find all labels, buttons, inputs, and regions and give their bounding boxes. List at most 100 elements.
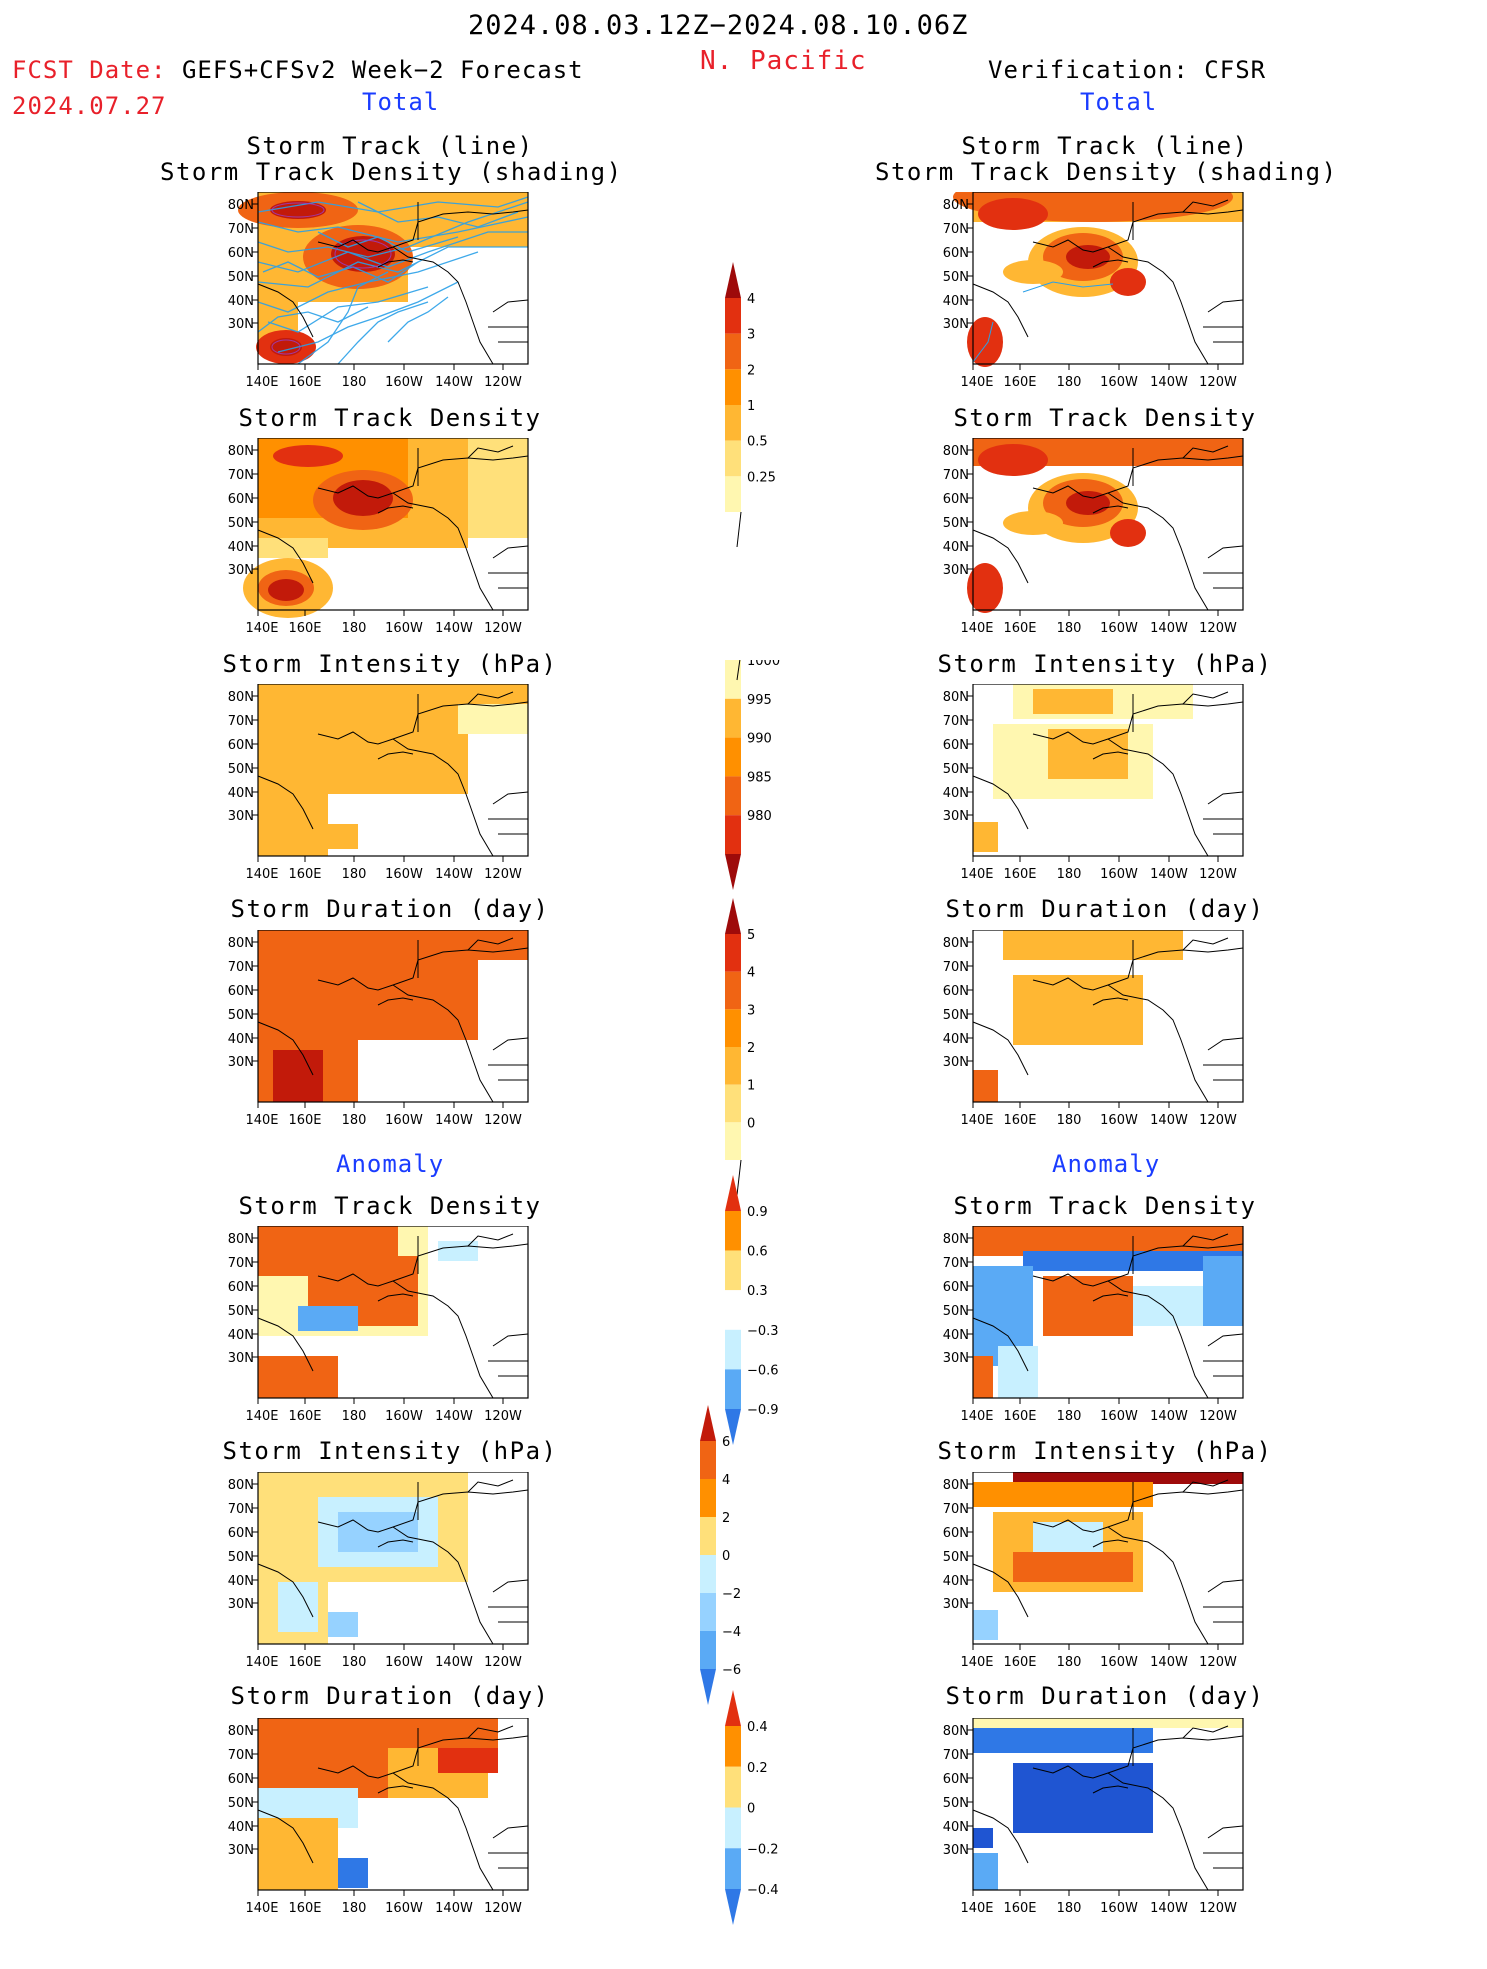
colorbar-label: 0: [747, 1802, 755, 1817]
lon-tick-label: 140E: [960, 1113, 993, 1128]
lon-tick-label: 160W: [1100, 1409, 1138, 1424]
lat-tick-label: 80N: [228, 690, 254, 705]
colorbar-label: −4: [722, 1625, 741, 1640]
colorbar-label: −0.3: [747, 1324, 779, 1339]
lat-tick-label: 50N: [228, 1304, 254, 1319]
lat-tick-label: 40N: [228, 540, 254, 555]
lon-tick-label: 160W: [1100, 867, 1138, 882]
lat-tick-label: 50N: [943, 762, 969, 777]
lon-tick-label: 160E: [288, 1113, 321, 1128]
colorbar-label: 2: [722, 1511, 730, 1526]
lat-tick-label: 70N: [228, 714, 254, 729]
lat-tick-label: 30N: [228, 563, 254, 578]
panel-l3: 80N 70N 60N 50N 40N 30N 140E 160E 180 160W 140W 120…: [208, 683, 538, 898]
fcst-model: GEFS+CFSv2 Week−2 Forecast: [181, 56, 584, 84]
lat-tick-label: 80N: [943, 1232, 969, 1247]
colorbar-duration_anom: 0.4 0.2 0 −0.2 −0.4: [725, 1690, 795, 1969]
lon-tick-label: 140W: [435, 1655, 473, 1670]
colorbar-label: −2: [722, 1587, 741, 1602]
lat-tick-label: 50N: [943, 516, 969, 531]
colorbar-label: −6: [722, 1663, 741, 1678]
lat-tick-label: 70N: [943, 468, 969, 483]
lon-tick-label: 160W: [385, 621, 423, 636]
lon-tick-label: 160W: [385, 1901, 423, 1916]
map-l5: 80N 70N 60N 50N 40N 30N 140E 160E 180 160W 140W 120…: [228, 1225, 529, 1424]
lat-tick-label: 60N: [228, 1280, 254, 1295]
total-right-label: Total: [1080, 88, 1158, 116]
r6-title: Storm Intensity (hPa): [937, 1437, 1273, 1465]
lon-tick-label: 140W: [1150, 375, 1188, 390]
total-left-label: Total: [362, 88, 440, 116]
colorbar-label: 0.6: [747, 1245, 768, 1260]
lon-tick-label: 160W: [1100, 1655, 1138, 1670]
colorbar-intensity_total: 1000 995 990 985 980: [725, 651, 795, 934]
colorbar-label: 2: [747, 1041, 755, 1056]
lat-tick-label: 80N: [228, 444, 254, 459]
lon-tick-label: 140E: [245, 621, 278, 636]
lat-tick-label: 80N: [943, 1724, 969, 1739]
lat-tick-label: 40N: [943, 1820, 969, 1835]
lon-tick-label: 160E: [1003, 1901, 1036, 1916]
colorbar-svg-duration_total: 5 4 3 2 1 0: [725, 898, 755, 1196]
colorbar-label: 0.9: [747, 1205, 768, 1220]
lat-tick-label: 30N: [228, 317, 254, 332]
lat-tick-label: 30N: [228, 809, 254, 824]
lon-tick-label: 120W: [1199, 867, 1237, 882]
lat-tick-label: 30N: [228, 1351, 254, 1366]
lon-tick-label: 160W: [1100, 375, 1138, 390]
lat-tick-label: 50N: [228, 1550, 254, 1565]
lon-tick-label: 160E: [288, 867, 321, 882]
lon-tick-label: 160E: [1003, 867, 1036, 882]
map-r7: 80N 70N 60N 50N 40N 30N 140E 160E 180 160W 140W 120…: [943, 1717, 1244, 1916]
lon-tick-label: 120W: [484, 375, 522, 390]
lon-tick-label: 160E: [1003, 1655, 1036, 1670]
lon-tick-label: 120W: [1199, 375, 1237, 390]
lon-tick-label: 180: [1057, 1113, 1082, 1128]
lon-tick-label: 180: [1057, 1409, 1082, 1424]
lon-tick-label: 160W: [1100, 1113, 1138, 1128]
lon-tick-label: 160W: [1100, 1901, 1138, 1916]
lat-tick-label: 60N: [228, 984, 254, 999]
lat-tick-label: 30N: [943, 1055, 969, 1070]
lat-tick-label: 70N: [228, 960, 254, 975]
lat-tick-label: 40N: [943, 1328, 969, 1343]
lon-tick-label: 160W: [385, 1655, 423, 1670]
lon-tick-label: 120W: [484, 867, 522, 882]
lat-tick-label: 50N: [943, 1550, 969, 1565]
panel-l1-storm-track: 80N 70N 60N 50N 40N 30N 140E 160E 180 160W 140W 120…: [208, 191, 538, 406]
lat-tick-label: 70N: [943, 1502, 969, 1517]
colorbar-label: 4: [747, 292, 755, 307]
map-l3: 80N 70N 60N 50N 40N 30N 140E 160E 180 160W 140W 120…: [228, 683, 529, 882]
lon-tick-label: 180: [342, 621, 367, 636]
lon-tick-label: 120W: [484, 1409, 522, 1424]
l1-title-line: Storm Track (line): [246, 132, 534, 160]
lat-tick-label: 70N: [228, 1256, 254, 1271]
colorbar-svg-intensity_total: 1000 995 990 985 980: [725, 651, 780, 890]
r5-title: Storm Track Density: [953, 1192, 1257, 1220]
lat-tick-label: 60N: [943, 492, 969, 507]
lat-tick-label: 40N: [943, 1574, 969, 1589]
colorbar-intensity_anom: 6 4 2 0 −2 −4 −6: [700, 1405, 770, 1749]
colorbar-label: 3: [747, 328, 755, 343]
lat-tick-label: 80N: [228, 1724, 254, 1739]
lat-tick-label: 30N: [943, 1597, 969, 1612]
panel-l5: 80N 70N 60N 50N 40N 30N 140E 160E 180 160W 140W 120…: [208, 1225, 538, 1440]
panel-r7: 80N 70N 60N 50N 40N 30N 140E 160E 180 160W 140W 120…: [923, 1717, 1253, 1932]
lat-tick-label: 50N: [228, 516, 254, 531]
lon-tick-label: 120W: [484, 1113, 522, 1128]
lon-tick-label: 120W: [1199, 1409, 1237, 1424]
colorbar-label: 1: [747, 1079, 755, 1094]
lat-tick-label: 70N: [943, 1256, 969, 1271]
lat-tick-label: 70N: [228, 1502, 254, 1517]
panel-l7: 80N 70N 60N 50N 40N 30N 140E 160E 180 160W 140W 120…: [208, 1717, 538, 1932]
lon-tick-label: 140E: [245, 867, 278, 882]
lat-tick-label: 50N: [228, 1796, 254, 1811]
lon-tick-label: 140E: [960, 621, 993, 636]
panel-r6: 80N 70N 60N 50N 40N 30N 140E 160E 180 160W 140W 120…: [923, 1471, 1253, 1686]
r7-title: Storm Duration (day): [945, 1682, 1265, 1710]
lon-tick-label: 160W: [385, 375, 423, 390]
anomaly-right-label: Anomaly: [1052, 1150, 1161, 1178]
l7-title: Storm Duration (day): [230, 1682, 550, 1710]
panel-l6: 80N 70N 60N 50N 40N 30N 140E 160E 180 160W 140W 120…: [208, 1471, 538, 1686]
lat-tick-label: 80N: [228, 1232, 254, 1247]
